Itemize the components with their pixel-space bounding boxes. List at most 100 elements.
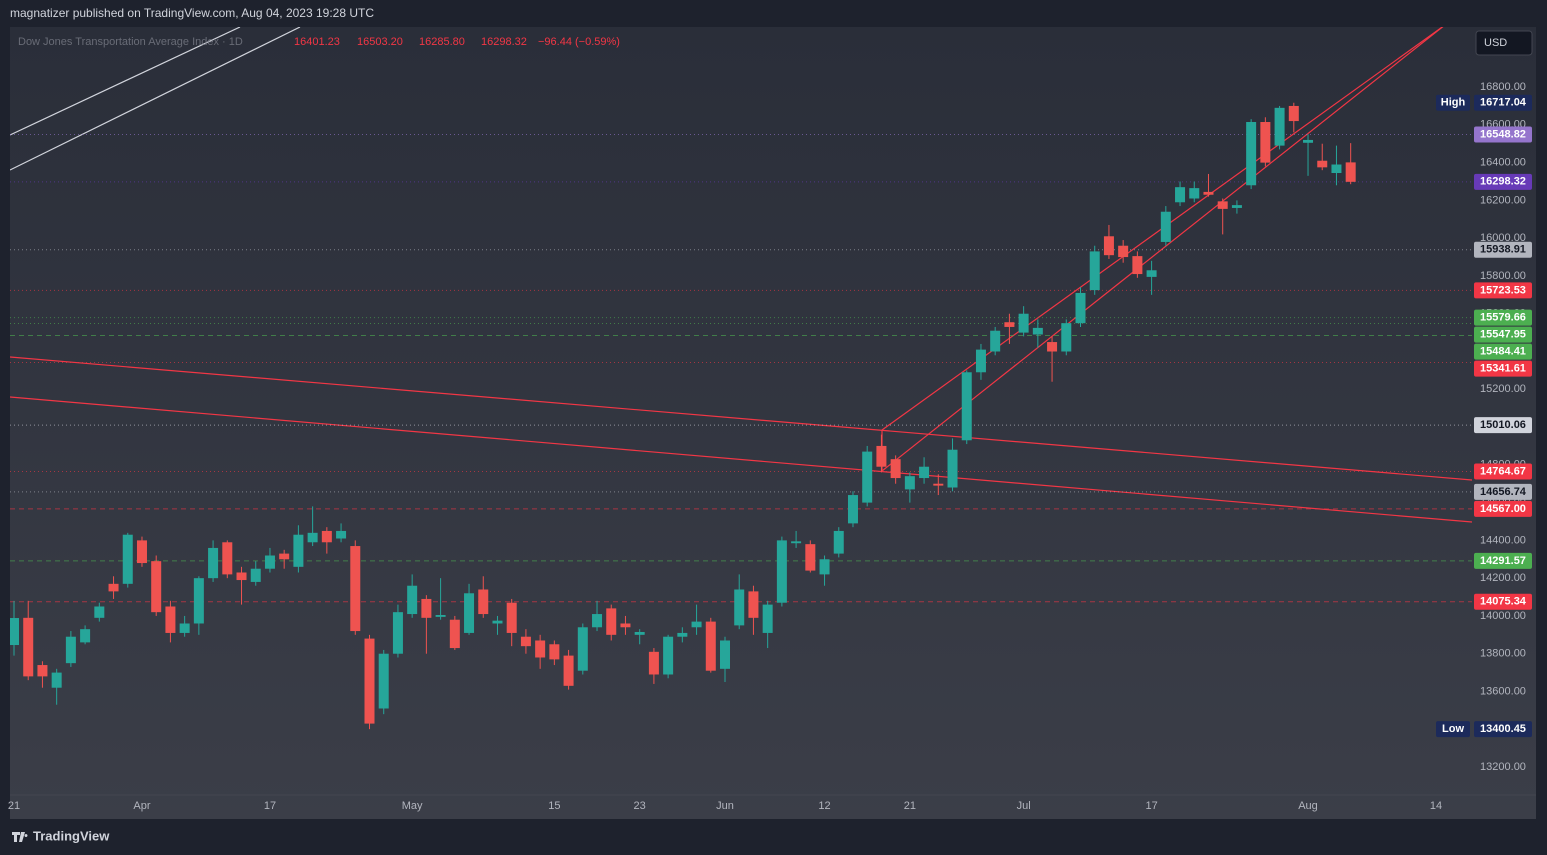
price-label: 15579.66 [1480,311,1526,323]
candle-body [122,534,133,584]
y-tick-label: 15800.00 [1480,270,1526,282]
y-tick-label: 14400.00 [1480,534,1526,546]
trend-line [10,396,1472,523]
candle-body [833,530,844,554]
candle-body [1246,122,1257,186]
x-tick-label: 21 [8,800,20,812]
candle-body [80,629,91,643]
extreme-value-box [1474,94,1532,111]
price-label: 15547.95 [1480,328,1526,340]
price-label-box [1474,360,1532,377]
price-label-box [1474,326,1532,343]
candle-body [791,541,802,544]
candle-body [236,572,247,581]
extreme-value: 13400.45 [1480,723,1526,735]
candle-body [293,534,304,567]
candle-body [592,614,603,628]
candle-body [179,623,190,633]
candle-body [321,530,332,543]
price-label: 14656.74 [1480,486,1527,498]
candle-body [165,606,176,633]
price-label: 15341.61 [1480,362,1526,374]
trend-line [10,356,1472,481]
price-label: 15938.91 [1480,244,1526,256]
legend-change: −96.44 (−0.59%) [538,36,620,48]
candle-body [336,530,347,539]
candle-body [151,561,162,613]
price-label-box [1474,309,1532,326]
extreme-value: 16717.04 [1480,97,1527,109]
extreme-name-box [1436,94,1470,111]
x-tick-label: 17 [264,800,276,812]
candle-body [492,620,503,624]
candle-body [1118,245,1129,258]
price-label: 14764.67 [1480,465,1526,477]
candle-body [705,621,716,671]
candle-body [136,540,147,564]
candle-body [1160,211,1171,242]
candle-body [279,553,290,560]
candle-body [108,583,119,592]
candle-body [10,618,19,646]
candle-body [677,632,688,637]
y-tick-label: 13200.00 [1480,761,1526,773]
candle-body [250,568,261,582]
candle-body [307,532,318,543]
candle-body [648,651,659,675]
candle-body [1217,201,1228,209]
logo: TradingView [33,828,110,843]
candle-body [222,542,233,575]
candle-body [975,349,986,373]
x-tick-label: 14 [1430,800,1442,812]
candle-body [378,653,389,709]
legend-value: 16401.23 [294,36,340,48]
y-tick-label: 14200.00 [1480,572,1526,584]
currency[interactable]: USD [1484,37,1507,49]
candle-body [435,614,446,617]
candle-body [606,608,617,635]
price-label: 14291.57 [1480,555,1526,567]
candle-body [904,476,915,490]
candle-body [520,636,531,647]
chart-background [10,27,1536,819]
candle-body [933,483,944,486]
candle-body [350,546,361,632]
x-tick-label: May [402,800,423,812]
extreme-name-box [1436,721,1470,738]
candle-body [947,449,958,488]
x-tick-label: 15 [548,800,560,812]
candle-body [464,593,475,633]
price-label: 16548.82 [1480,128,1526,140]
trend-line [10,27,301,171]
candle-body [1303,139,1314,143]
candle-body [1175,187,1186,203]
candle-body [51,672,62,688]
candle-body [392,612,403,654]
price-label-box [1474,343,1532,360]
publisher: magnatizer published on TradingView.com,… [10,6,374,20]
logo-icon [12,832,28,842]
trend-line [881,27,1444,472]
candle-body [919,466,930,479]
price-label-box [1474,241,1532,258]
plot-area [10,27,1472,730]
price-label: 14075.34 [1480,596,1527,608]
currency-button[interactable] [1475,30,1533,56]
candle-body [364,638,375,724]
candle-body [634,631,645,635]
price-label-box [1474,552,1532,569]
x-tick-label: 23 [634,800,646,812]
price-label-box [1474,417,1532,434]
candle-body [208,547,219,579]
candle-body [1103,236,1114,256]
candle-body [1032,327,1043,335]
candle-body [620,623,631,628]
candle-body [23,617,34,677]
candle-body [1317,160,1328,168]
candle-body [193,578,204,624]
y-tick-label: 14000.00 [1480,610,1526,622]
x-tick-label: Apr [133,800,150,812]
candle-body [847,495,858,524]
candle-body [563,655,574,686]
candle-body [1075,292,1086,324]
